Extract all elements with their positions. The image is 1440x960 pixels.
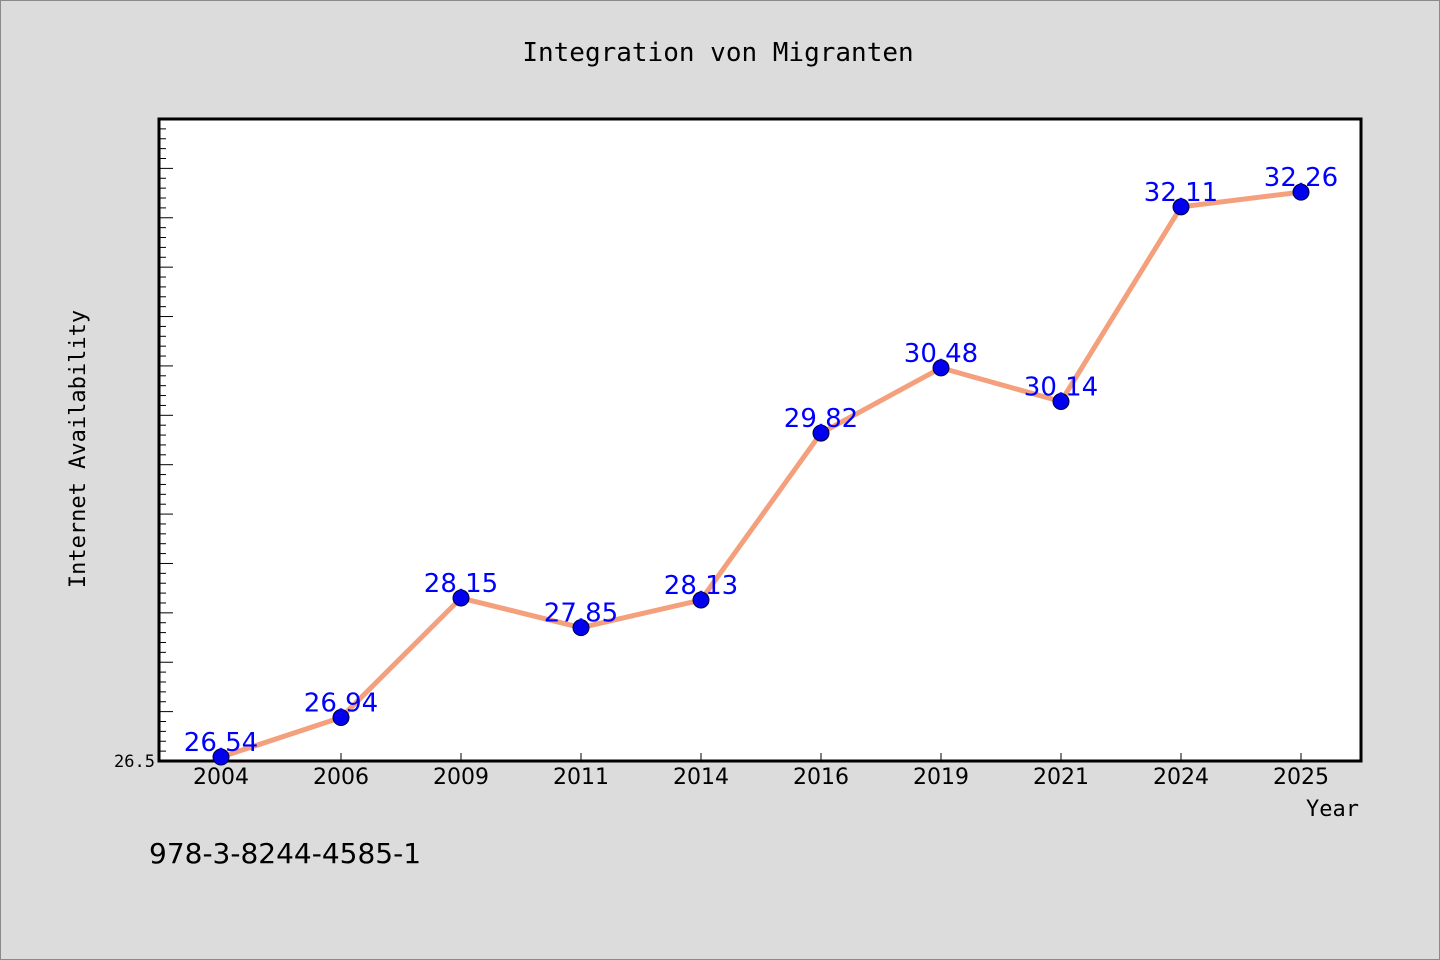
data-point: [1052, 392, 1070, 410]
x-tick-label: 2021: [1033, 765, 1089, 790]
y-axis-label: Internet Availability: [66, 310, 91, 588]
data-label: 30.14: [1024, 372, 1098, 402]
x-tick-label: 2025: [1273, 765, 1329, 790]
data-point: [572, 619, 590, 637]
series-layer: 26.54 26.94 28.15 27.85 28.13 29.82 30.48 30.14…: [184, 163, 1338, 766]
x-tick-label: 2014: [673, 765, 729, 790]
y-axis-ticks: 26.5: [114, 128, 173, 772]
data-point: [692, 591, 710, 609]
x-tick-label: 2024: [1153, 765, 1209, 790]
data-label: 32.11: [1144, 178, 1218, 208]
data-point: [332, 709, 350, 727]
data-point: [812, 424, 830, 442]
data-point: [212, 748, 230, 766]
footer-code: 978-3-8244-4585-1: [149, 837, 421, 870]
x-axis-ticks: 2004 2006 2009 2011 2014 2016 2019 2021 2024 2025: [193, 753, 1329, 790]
x-tick-label: 2009: [433, 765, 489, 790]
data-point: [1292, 183, 1310, 201]
data-label: 30.48: [904, 339, 978, 369]
data-label: 28.13: [664, 571, 738, 601]
data-point: [1172, 198, 1190, 216]
data-label: 32.26: [1264, 163, 1338, 193]
data-label: 27.85: [544, 599, 618, 629]
data-point: [452, 589, 470, 607]
data-label: 29.82: [784, 404, 858, 434]
series-line: [218, 189, 1304, 760]
data-label: 26.94: [304, 689, 378, 719]
x-axis-label: Year: [1306, 797, 1359, 822]
data-point: [932, 359, 950, 377]
data-label: 26.54: [184, 728, 258, 758]
chart-title: Integration von Migranten: [522, 38, 913, 68]
x-tick-label: 2006: [313, 765, 369, 790]
x-tick-label: 2004: [193, 765, 249, 790]
x-tick-label: 2011: [553, 765, 609, 790]
plot-area: [157, 117, 1363, 763]
x-tick-label: 2016: [793, 765, 849, 790]
data-label: 28.15: [424, 569, 498, 599]
y-tick-label: 26.5: [114, 752, 155, 772]
x-tick-label: 2019: [913, 765, 969, 790]
